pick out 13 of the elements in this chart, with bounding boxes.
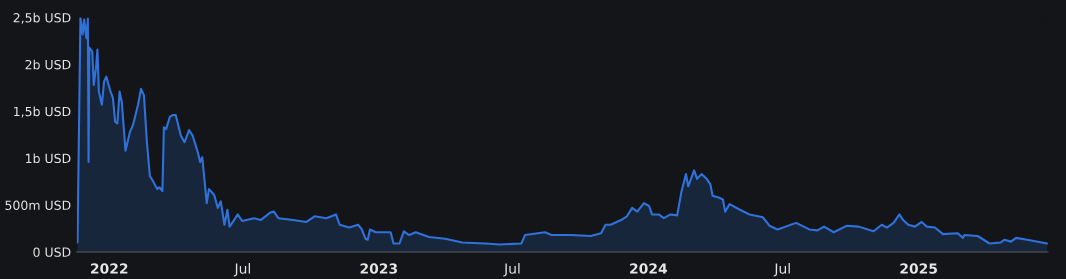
x-tick-label: Jul: [503, 263, 520, 277]
x-tick-label: 2025: [900, 263, 937, 274]
y-tick-label: 500m USD: [5, 200, 71, 210]
y-tick-label: 0 USD: [33, 247, 71, 257]
y-tick-label: 2b USD: [25, 59, 71, 70]
y-tick-label: 1b USD: [26, 153, 71, 164]
x-tick-label: 2023: [360, 263, 398, 274]
x-tick-label: Jul: [233, 263, 250, 277]
x-tick-label: 2022: [91, 263, 128, 274]
y-tick-label: 2,5b USD: [13, 12, 71, 24]
y-tick-label: 1,5b USD: [14, 106, 71, 118]
x-tick-label: 2024: [630, 263, 668, 274]
x-tick-label: Jul: [773, 263, 790, 277]
